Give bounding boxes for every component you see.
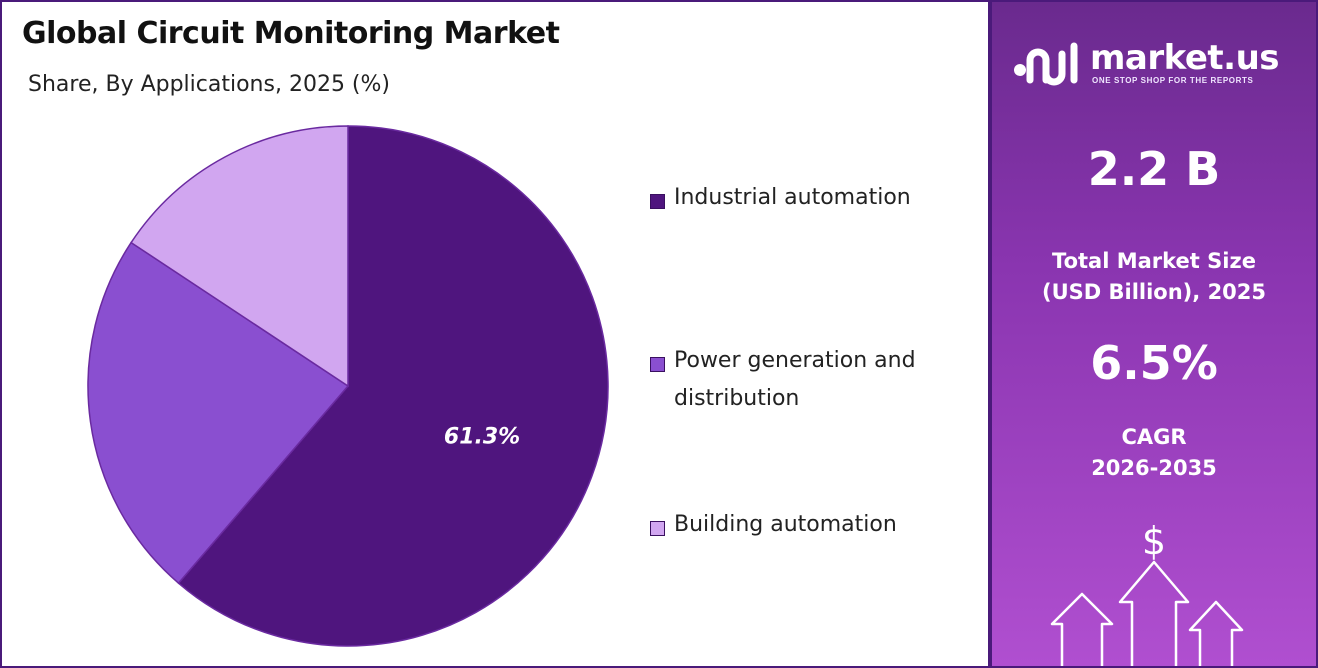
cagr-label: CAGR 2026-2035 — [992, 422, 1316, 484]
market-size-value: 2.2 B — [1087, 142, 1221, 196]
legend-item-industrial-automation: Industrial automation — [650, 185, 980, 217]
chart-title: Global Circuit Monitoring Market — [22, 16, 560, 51]
legend-label: Building automation — [674, 512, 897, 537]
legend-swatch — [650, 357, 665, 372]
legend-label: Power generation and — [674, 348, 916, 373]
legend-label-line2: distribution — [674, 386, 800, 411]
market-size-label-line1: Total Market Size — [1052, 249, 1256, 273]
legend-item-building-automation: Building automation — [650, 512, 980, 544]
chart-panel: Global Circuit Monitoring Market Share, … — [2, 2, 988, 666]
legend-item-power-generation: Power generation and distribution — [650, 348, 980, 418]
stats-panel: market.us ONE STOP SHOP FOR THE REPORTS … — [988, 2, 1316, 666]
pie-chart: 61.3% — [87, 125, 609, 647]
legend-swatch — [650, 521, 665, 536]
brand-logo: market.us ONE STOP SHOP FOR THE REPORTS — [1012, 38, 1312, 88]
market-us-logo-icon — [1014, 42, 1078, 86]
market-size-label: Total Market Size (USD Billion), 2025 — [992, 246, 1316, 308]
growth-arrows-icon: $ — [1050, 519, 1244, 666]
dollar-icon: $ — [1142, 519, 1166, 563]
pie-slice-building-automation — [130, 125, 349, 388]
brand-name: market.us — [1090, 38, 1280, 78]
legend-label: Industrial automation — [674, 185, 911, 210]
chart-subtitle: Share, By Applications, 2025 (%) — [28, 72, 391, 97]
pie-slice-power-generation-and-distribution — [87, 241, 350, 585]
pie-data-label: 61.3% — [444, 425, 520, 450]
brand-tagline: ONE STOP SHOP FOR THE REPORTS — [1092, 76, 1254, 85]
market-size-label-line2: (USD Billion), 2025 — [1041, 280, 1267, 304]
cagr-value: 6.5% — [1090, 336, 1218, 390]
legend-swatch — [650, 194, 665, 209]
pie-slice-industrial-automation — [177, 125, 609, 647]
cagr-label-line1: CAGR — [1121, 425, 1187, 449]
cagr-label-line2: 2026-2035 — [1091, 456, 1217, 480]
